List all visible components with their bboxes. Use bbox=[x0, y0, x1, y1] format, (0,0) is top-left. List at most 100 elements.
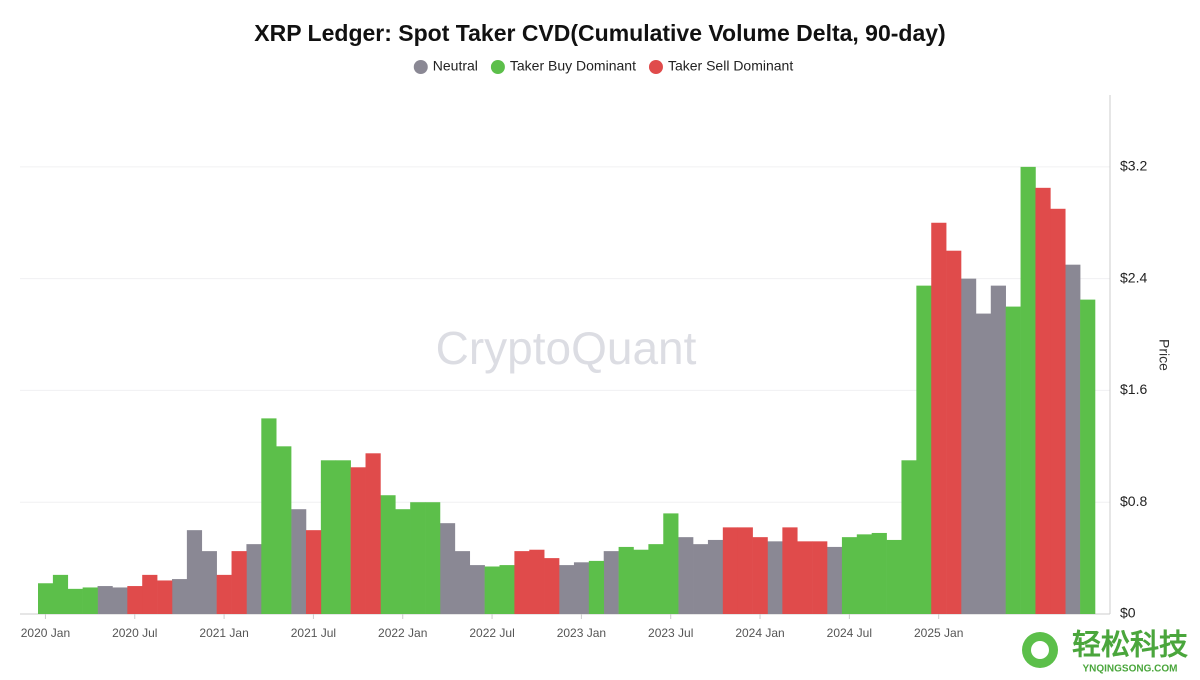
bar bbox=[797, 541, 813, 614]
x-tick-label: 2024 Jan bbox=[735, 626, 784, 640]
bar bbox=[693, 544, 709, 614]
x-tick-label: 2023 Jul bbox=[648, 626, 693, 640]
bar bbox=[871, 532, 887, 614]
bar bbox=[573, 562, 590, 614]
y-tick-label: $0 bbox=[1120, 605, 1136, 621]
bar bbox=[499, 565, 515, 614]
legend-label: Taker Sell Dominant bbox=[668, 58, 793, 74]
bar bbox=[990, 285, 1006, 614]
bar bbox=[603, 551, 619, 614]
legend-item: Taker Buy Dominant bbox=[490, 58, 636, 74]
logo-icon-inner bbox=[1031, 641, 1049, 659]
x-tick-label: 2021 Jul bbox=[291, 626, 336, 640]
x-tick-label: 2022 Jul bbox=[469, 626, 514, 640]
bar bbox=[514, 551, 530, 614]
y-axis-label: Price bbox=[1156, 339, 1172, 371]
bar bbox=[663, 513, 679, 614]
y-tick-label: $3.2 bbox=[1120, 158, 1147, 174]
bar bbox=[544, 558, 560, 614]
bar bbox=[812, 541, 828, 614]
bar bbox=[975, 313, 992, 614]
bar bbox=[886, 539, 902, 614]
bar bbox=[931, 222, 947, 614]
bar bbox=[767, 541, 783, 614]
bar bbox=[722, 527, 739, 614]
bar bbox=[1005, 306, 1021, 614]
bar bbox=[707, 539, 724, 614]
corner-logo: 轻松科技 YNQINGSONG.COM bbox=[1022, 629, 1188, 675]
bar bbox=[395, 509, 411, 614]
bar bbox=[157, 580, 173, 614]
legend-label: Taker Buy Dominant bbox=[510, 58, 636, 74]
x-tick-label: 2023 Jan bbox=[557, 626, 606, 640]
watermark: CryptoQuant bbox=[436, 322, 697, 374]
bar bbox=[618, 546, 634, 614]
bar bbox=[82, 587, 98, 614]
bar bbox=[901, 460, 917, 614]
bar bbox=[216, 574, 232, 614]
logo-text: 轻松科技 bbox=[1072, 629, 1188, 662]
bar bbox=[261, 418, 277, 614]
bar bbox=[961, 278, 977, 614]
bar bbox=[1035, 187, 1051, 614]
legend-label: Neutral bbox=[433, 58, 478, 74]
bar bbox=[335, 460, 351, 614]
bar bbox=[1065, 264, 1081, 614]
legend-item: Neutral bbox=[413, 58, 478, 74]
bar bbox=[186, 530, 203, 614]
x-tick-label: 2025 Jan bbox=[914, 626, 963, 640]
bar bbox=[97, 586, 113, 614]
bar bbox=[856, 534, 872, 614]
legend-item: Taker Sell Dominant bbox=[648, 58, 793, 74]
legend: Neutral Taker Buy Dominant Taker Sell Domi… bbox=[413, 58, 793, 74]
bar bbox=[559, 565, 575, 614]
bar bbox=[112, 587, 128, 614]
x-tick-label: 2024 Jul bbox=[827, 626, 872, 640]
bar bbox=[231, 551, 247, 614]
bar bbox=[752, 537, 768, 614]
bar bbox=[67, 588, 83, 614]
x-tick-label: 2020 Jan bbox=[21, 626, 70, 640]
bar bbox=[320, 460, 337, 614]
bar bbox=[946, 250, 962, 614]
bar bbox=[648, 544, 664, 614]
bar bbox=[38, 583, 54, 614]
bar bbox=[678, 537, 694, 614]
bar bbox=[246, 544, 262, 614]
bar bbox=[276, 446, 292, 614]
bar bbox=[588, 560, 605, 614]
y-tick-label: $1.6 bbox=[1120, 381, 1147, 397]
chart-title: XRP Ledger: Spot Taker CVD(Cumulative Vo… bbox=[254, 20, 945, 46]
bar bbox=[52, 574, 69, 614]
bar bbox=[127, 586, 143, 614]
bar bbox=[365, 453, 381, 614]
bar bbox=[782, 527, 798, 614]
bar bbox=[291, 509, 307, 614]
bar bbox=[916, 285, 932, 614]
bar bbox=[171, 579, 188, 614]
bar bbox=[425, 502, 441, 614]
bar bbox=[201, 551, 217, 614]
bar bbox=[439, 523, 456, 614]
legend-swatch bbox=[413, 60, 428, 74]
bars bbox=[38, 166, 1096, 614]
bar bbox=[841, 537, 858, 614]
bar bbox=[350, 467, 366, 614]
bar bbox=[380, 495, 396, 614]
bar bbox=[484, 566, 500, 614]
bar bbox=[142, 574, 158, 614]
x-tick-label: 2020 Jul bbox=[112, 626, 157, 640]
bar bbox=[529, 549, 545, 614]
bar bbox=[633, 549, 649, 614]
bar bbox=[305, 530, 322, 614]
bar bbox=[1080, 299, 1096, 614]
bar bbox=[737, 527, 753, 614]
bar bbox=[1020, 166, 1036, 614]
legend-swatch bbox=[648, 60, 663, 74]
bar bbox=[469, 565, 485, 614]
x-tick-label: 2021 Jan bbox=[199, 626, 248, 640]
y-tick-label: $2.4 bbox=[1120, 269, 1147, 285]
logo-url: YNQINGSONG.COM bbox=[1082, 664, 1177, 675]
x-tick-label: 2022 Jan bbox=[378, 626, 427, 640]
